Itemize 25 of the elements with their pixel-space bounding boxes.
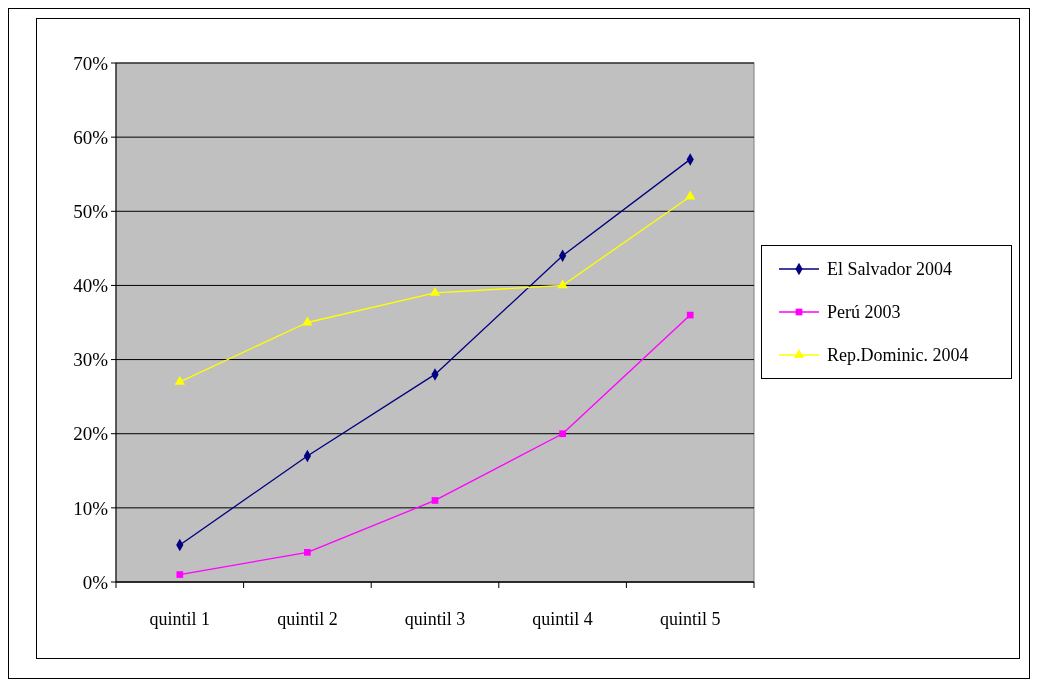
point <box>176 571 184 578</box>
legend-label: Perú 2003 <box>827 302 901 323</box>
x-tick-label: quintil 5 <box>659 609 721 629</box>
y-tick-label: 30% <box>73 349 109 371</box>
point <box>174 375 185 385</box>
y-tick-label: 40% <box>73 275 109 297</box>
point <box>686 311 694 319</box>
point <box>429 286 441 296</box>
legend-label: Rep.Dominic. 2004 <box>827 345 969 366</box>
x-tick-label: quintil 3 <box>404 609 466 629</box>
y-tick-label: 60% <box>73 126 109 148</box>
x-tick-label: quintil 4 <box>532 609 593 629</box>
point <box>685 190 696 200</box>
point <box>431 497 439 504</box>
point <box>304 548 311 556</box>
point <box>559 430 566 438</box>
x-tick-label: quintil 2 <box>277 609 338 629</box>
y-tick-label: 10% <box>73 497 109 519</box>
y-tick-label: 70% <box>73 52 109 74</box>
y-tick-label: 50% <box>73 200 109 222</box>
legend-label: El Salvador 2004 <box>827 259 952 280</box>
x-tick-label: quintil 1 <box>149 609 211 629</box>
y-tick-label: 20% <box>73 423 109 445</box>
y-tick-label: 0% <box>82 571 109 593</box>
point <box>557 279 568 289</box>
